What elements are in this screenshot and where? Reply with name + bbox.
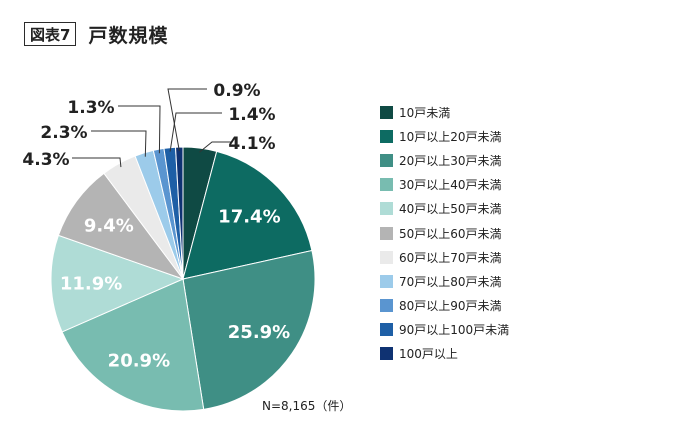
slice-value-label-7: 4.3% [22,150,69,170]
legend-swatch [380,105,393,119]
pie-slice-11 [174,146,184,280]
legend-swatch [380,274,393,288]
leader-line-1 [199,141,232,153]
legend-label: 50戸以上60戸未満 [399,226,502,241]
sample-size-note: N=8,165（件） [262,399,352,413]
legend-item-6: 50戸以上60戸未満 [380,221,509,245]
leader-line-7 [72,157,122,168]
leader-line-9 [118,105,161,154]
legend-item-8: 70戸以上80戸未満 [380,269,509,293]
pie-slice-3 [182,249,316,410]
pie-slice-6 [57,172,185,281]
legend-item-10: 90戸以上100戸未満 [380,318,509,342]
slice-value-label-11: 0.9% [213,81,260,101]
slice-value-label-6: 9.4% [84,216,134,237]
slice-value-label-4: 20.9% [108,351,170,372]
legend-label: 30戸以上40戸未満 [399,178,502,193]
figure-title: 戸数規模 [88,24,169,47]
legend-label: 100戸以上 [399,347,458,362]
slice-value-label-1: 4.1% [228,134,275,154]
leader-line-11 [167,88,207,152]
leader-line-8 [91,130,147,157]
legend-swatch [380,202,393,216]
legend-item-11: 100戸以上 [380,342,509,366]
legend-label: 10戸未満 [399,105,451,120]
slice-value-label-10: 1.4% [228,105,275,125]
legend-swatch [380,347,393,361]
legend-label: 20戸以上30戸未満 [399,153,502,168]
legend-swatch [380,323,393,337]
legend-item-3: 20戸以上30戸未満 [380,148,509,172]
legend-swatch [380,178,393,192]
figure-label: 図表7 [24,22,77,46]
legend-label: 90戸以上100戸未満 [399,323,510,338]
legend-item-2: 10戸以上20戸未満 [380,124,509,148]
legend-swatch [380,153,393,167]
pie-slice-5 [50,234,185,333]
pie-slice-2 [182,150,313,280]
slice-value-label-9: 1.3% [67,98,114,118]
legend-label: 70戸以上80戸未満 [399,274,502,289]
legend: 10戸未満 10戸以上20戸未満 20戸以上30戸未満 30戸以上40戸未満 40戸以上… [380,100,509,366]
slice-value-label-8: 2.3% [40,123,87,143]
legend-item-7: 60戸以上70戸未満 [380,245,509,269]
legend-item-4: 30戸以上40戸未満 [380,173,509,197]
legend-swatch [380,129,393,143]
legend-swatch [380,250,393,264]
pie-slice-4 [61,278,205,412]
legend-label: 80戸以上90戸未満 [399,299,502,314]
legend-label: 40戸以上50戸未満 [399,202,502,217]
legend-label: 10戸以上20戸未満 [399,129,502,144]
legend-swatch [380,226,393,240]
legend-item-1: 10戸未満 [380,100,509,124]
legend-label: 60戸以上70戸未満 [399,250,502,265]
leader-line-10 [169,112,222,152]
slice-value-label-5: 11.9% [60,274,122,295]
slice-value-label-3: 25.9% [228,322,290,343]
legend-swatch [380,299,393,313]
legend-item-9: 80戸以上90戸未満 [380,294,509,318]
legend-item-5: 40戸以上50戸未満 [380,197,509,221]
slice-value-label-2: 17.4% [218,206,280,227]
figure-header: 図表7 戸数規模 [24,20,168,48]
